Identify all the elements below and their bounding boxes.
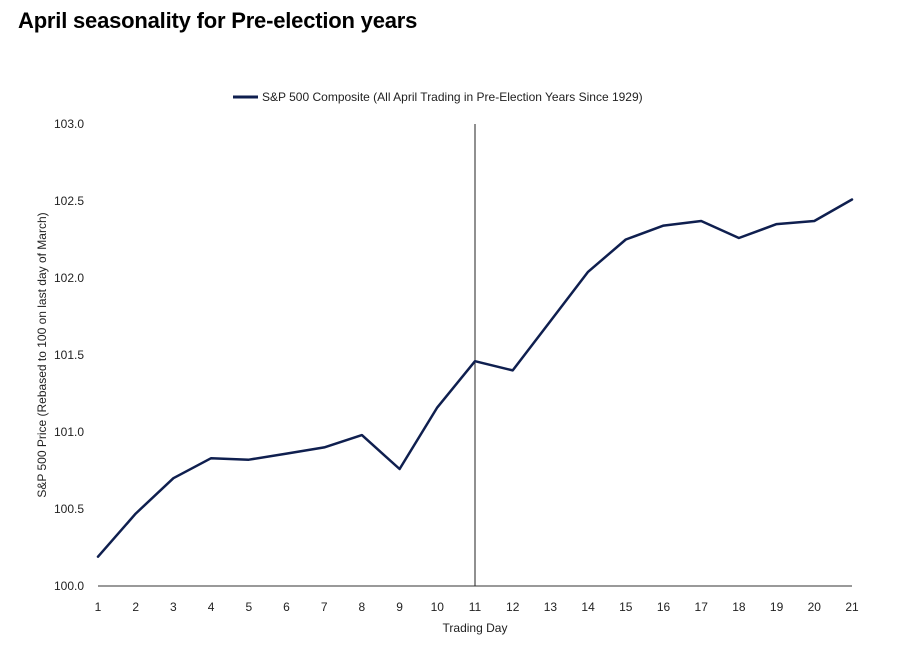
x-axis-ticks: 1 2 3 4 5 6 7 8 9 10 11 12 13 14 15 16 17 18 19 20 21 xyxy=(95,600,859,614)
y-tick-label: 100.5 xyxy=(54,502,84,516)
x-tick-label: 12 xyxy=(506,600,520,614)
x-tick-label: 16 xyxy=(657,600,671,614)
x-tick-label: 20 xyxy=(808,600,822,614)
y-tick-label: 103.0 xyxy=(54,117,84,131)
x-tick-label: 14 xyxy=(581,600,595,614)
legend: S&P 500 Composite (All April Trading in … xyxy=(233,90,643,104)
x-tick-label: 1 xyxy=(95,600,102,614)
chart-title: April seasonality for Pre-election years xyxy=(18,8,418,33)
y-tick-label: 100.0 xyxy=(54,579,84,593)
y-axis-label: S&P 500 Price (Rebased to 100 on last da… xyxy=(35,212,49,497)
x-tick-label: 3 xyxy=(170,600,177,614)
x-tick-label: 15 xyxy=(619,600,633,614)
x-axis-label: Trading Day xyxy=(443,621,508,635)
x-tick-label: 13 xyxy=(544,600,558,614)
x-tick-label: 11 xyxy=(469,600,482,614)
y-tick-label: 102.0 xyxy=(54,271,84,285)
x-tick-label: 2 xyxy=(132,600,139,614)
x-tick-label: 17 xyxy=(695,600,709,614)
y-tick-label: 102.5 xyxy=(54,194,84,208)
x-tick-label: 18 xyxy=(732,600,746,614)
x-tick-label: 7 xyxy=(321,600,328,614)
x-tick-label: 10 xyxy=(431,600,445,614)
series-group xyxy=(96,198,854,558)
y-tick-label: 101.0 xyxy=(54,425,84,439)
x-tick-label: 6 xyxy=(283,600,290,614)
x-tick-label: 5 xyxy=(245,600,252,614)
x-tick-label: 19 xyxy=(770,600,784,614)
y-tick-label: 101.5 xyxy=(54,348,84,362)
x-tick-label: 4 xyxy=(208,600,215,614)
series-line xyxy=(96,198,854,558)
x-tick-label: 8 xyxy=(359,600,366,614)
y-axis-ticks: 100.0 100.5 101.0 101.5 102.0 102.5 103.0 xyxy=(54,117,84,593)
x-tick-label: 21 xyxy=(845,600,859,614)
x-tick-label: 9 xyxy=(396,600,403,614)
legend-label: S&P 500 Composite (All April Trading in … xyxy=(262,90,643,104)
